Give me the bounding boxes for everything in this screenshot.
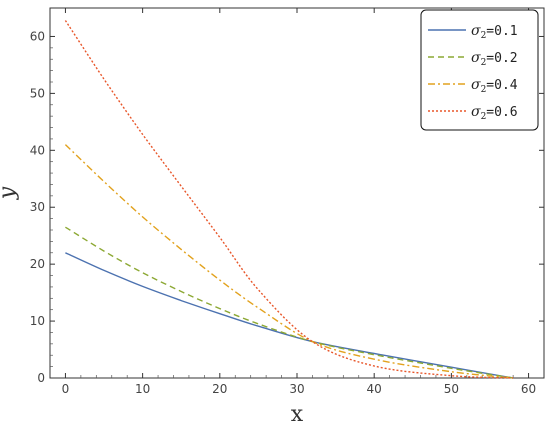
legend-label-2: σ2=0.2 xyxy=(471,50,518,68)
x-tick-label: 20 xyxy=(212,382,227,396)
x-tick-label: 50 xyxy=(444,382,459,396)
axis-tick-labels: 0 10 20 30 40 50 60 0 10 20 30 40 50 60 xyxy=(30,29,536,396)
legend: σ2=0.1 σ2=0.2 σ2=0.4 σ2=0.6 xyxy=(420,9,539,131)
series-line-2 xyxy=(65,226,514,379)
x-tick-label: 0 xyxy=(62,382,70,396)
y-tick-label: 30 xyxy=(30,200,45,214)
y-tick-label: 50 xyxy=(30,86,45,100)
x-axis-title: x xyxy=(291,402,304,427)
legend-label-4: σ2=0.6 xyxy=(471,104,518,122)
y-tick-label: 20 xyxy=(30,257,45,271)
legend-label-1: σ2=0.1 xyxy=(471,23,518,41)
y-tick-label: 0 xyxy=(37,371,45,385)
y-tick-label: 10 xyxy=(30,314,45,328)
legend-label-3: σ2=0.4 xyxy=(471,77,518,95)
x-tick-label: 30 xyxy=(289,382,304,396)
series-line-1 xyxy=(65,252,514,379)
legend-box xyxy=(420,9,539,131)
x-tick-label: 10 xyxy=(135,382,150,396)
series-line-3 xyxy=(64,144,514,379)
axis-ticks xyxy=(50,8,544,379)
y-axis-title: y xyxy=(0,186,20,200)
x-tick-label: 40 xyxy=(367,382,382,396)
series-lines xyxy=(64,20,514,379)
y-tick-label: 60 xyxy=(30,29,45,43)
x-tick-label: 60 xyxy=(521,382,536,396)
y-tick-label: 40 xyxy=(30,143,45,157)
series-line-4 xyxy=(64,20,514,379)
